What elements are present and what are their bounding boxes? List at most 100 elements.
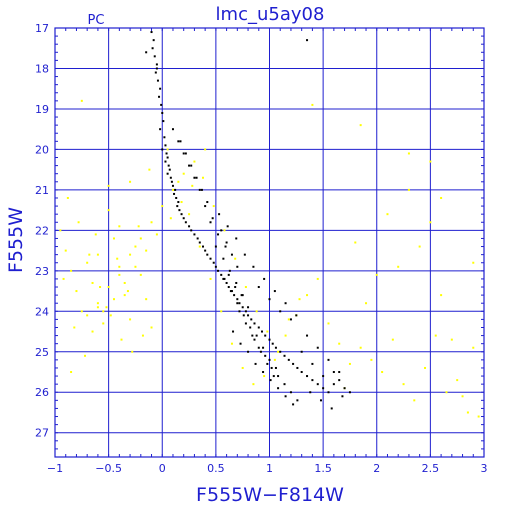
- black-point: [330, 407, 333, 410]
- black-point: [289, 391, 292, 394]
- yellow-point: [381, 371, 384, 374]
- black-point: [218, 213, 221, 216]
- black-point: [253, 322, 256, 325]
- yellow-point: [266, 330, 269, 333]
- black-point: [161, 148, 164, 151]
- black-point: [306, 334, 309, 337]
- yellow-point: [75, 290, 78, 293]
- black-point: [175, 196, 178, 199]
- black-point: [259, 350, 262, 353]
- black-point: [151, 47, 154, 50]
- black-point: [260, 330, 263, 333]
- black-point: [236, 298, 239, 301]
- yellow-point: [70, 371, 73, 374]
- black-point: [264, 334, 267, 337]
- x-tick-label: −0.5: [95, 462, 122, 475]
- black-point: [217, 233, 220, 236]
- yellow-point: [86, 261, 89, 264]
- black-point: [178, 209, 181, 212]
- black-point: [153, 55, 156, 58]
- black-point: [228, 269, 231, 272]
- yellow-point: [391, 338, 394, 341]
- black-point: [188, 225, 191, 228]
- yellow-point: [359, 124, 362, 127]
- yellow-point: [191, 184, 194, 187]
- black-point: [300, 371, 303, 374]
- y-tick-label: 25: [35, 346, 49, 359]
- black-point: [159, 87, 162, 90]
- black-point: [241, 306, 244, 309]
- yellow-point: [311, 103, 314, 106]
- yellow-point: [182, 172, 185, 175]
- yellow-point: [137, 225, 140, 228]
- yellow-point: [102, 322, 105, 325]
- yellow-point: [139, 237, 142, 240]
- yellow-point: [91, 330, 94, 333]
- black-point: [322, 375, 325, 378]
- yellow-point: [198, 245, 201, 248]
- black-point: [220, 273, 223, 276]
- black-point: [225, 241, 228, 244]
- black-point: [225, 281, 228, 284]
- yellow-point: [212, 205, 215, 208]
- yellow-point: [91, 281, 94, 284]
- black-point: [212, 261, 215, 264]
- black-point: [177, 140, 180, 143]
- black-point: [200, 188, 203, 191]
- black-point: [235, 281, 238, 284]
- black-point: [166, 172, 169, 175]
- black-point: [287, 358, 290, 361]
- yellow-point: [370, 358, 373, 361]
- black-point: [169, 176, 172, 179]
- yellow-point: [397, 265, 400, 268]
- x-tick-label: 1.5: [314, 462, 332, 475]
- yellow-point: [202, 176, 205, 179]
- black-point: [269, 379, 272, 382]
- yellow-point: [338, 342, 341, 345]
- black-point: [184, 221, 187, 224]
- yellow-point: [327, 322, 330, 325]
- black-point: [160, 103, 163, 106]
- black-point: [152, 39, 155, 42]
- black-point: [233, 294, 236, 297]
- chart-subtitle: PC: [88, 13, 105, 28]
- black-point: [166, 156, 169, 159]
- black-point: [268, 298, 271, 301]
- black-point: [316, 383, 319, 386]
- yellow-point: [413, 399, 416, 402]
- y-tick-label: 26: [35, 386, 49, 399]
- yellow-point: [429, 221, 432, 224]
- black-point: [306, 39, 309, 42]
- yellow-point: [298, 298, 301, 301]
- black-point: [284, 395, 287, 398]
- black-point: [222, 257, 225, 260]
- black-point: [195, 176, 198, 179]
- black-point: [266, 362, 269, 365]
- yellow-point: [273, 358, 276, 361]
- yellow-point: [429, 160, 432, 163]
- y-tick-label: 20: [35, 143, 49, 156]
- black-point: [179, 140, 182, 143]
- black-point: [150, 31, 153, 34]
- yellow-point: [365, 302, 368, 305]
- yellow-point: [230, 342, 233, 345]
- black-point: [338, 379, 341, 382]
- yellow-point: [402, 383, 405, 386]
- black-point: [283, 383, 286, 386]
- yellow-point: [131, 350, 134, 353]
- y-tick-label: 23: [35, 265, 49, 278]
- black-point: [155, 63, 158, 66]
- yellow-point: [407, 152, 410, 155]
- y-tick-label: 27: [35, 427, 49, 440]
- black-point: [273, 290, 276, 293]
- black-point: [243, 253, 246, 256]
- black-point: [206, 253, 209, 256]
- yellow-point: [445, 391, 448, 394]
- black-point: [316, 346, 319, 349]
- black-point: [244, 322, 247, 325]
- black-point: [255, 334, 258, 337]
- yellow-point: [456, 379, 459, 382]
- black-point: [292, 362, 295, 365]
- black-point: [257, 346, 260, 349]
- black-point: [257, 286, 260, 289]
